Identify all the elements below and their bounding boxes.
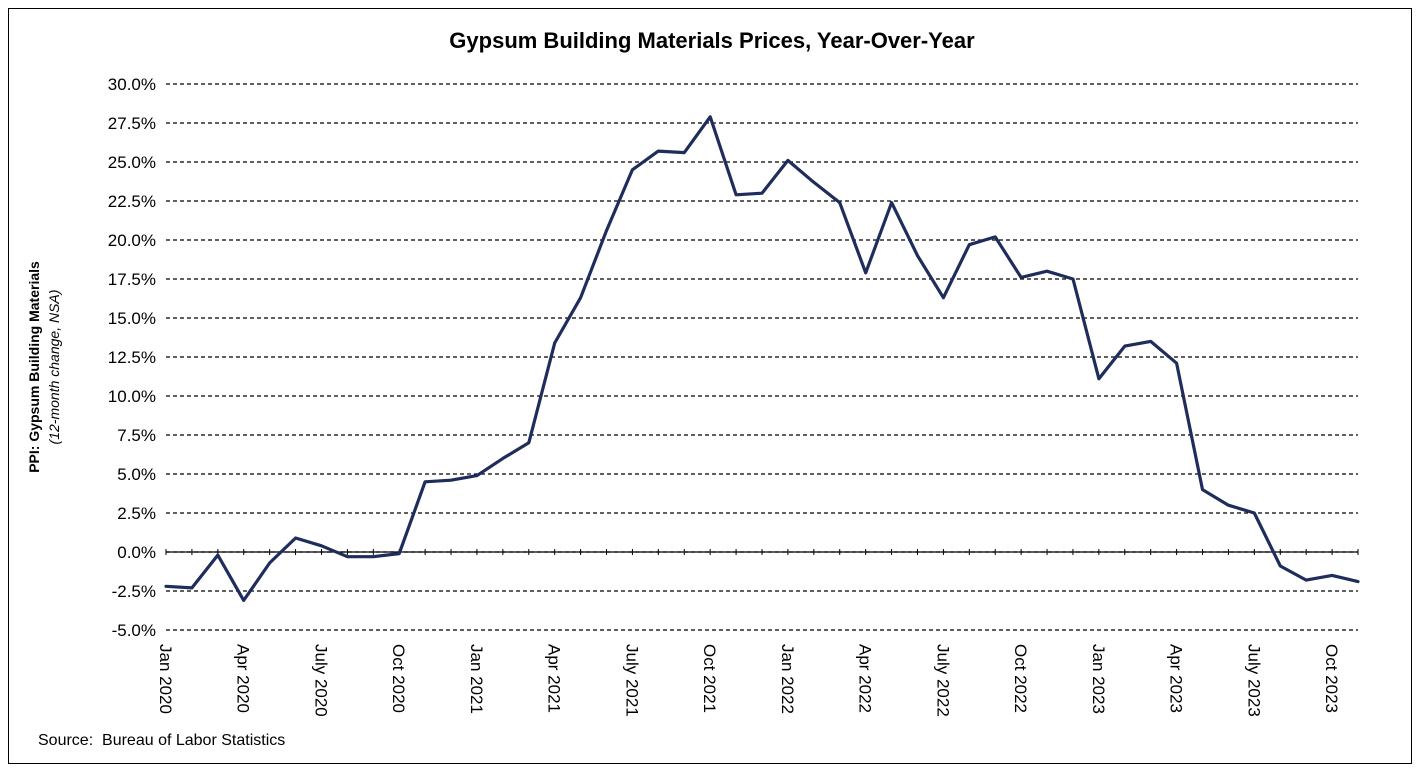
y-tick-label: 5.0% bbox=[117, 465, 156, 484]
y-tick-label: 2.5% bbox=[117, 504, 156, 523]
y-tick-label: 7.5% bbox=[117, 426, 156, 445]
x-tick-label: Apr 2023 bbox=[1167, 644, 1186, 713]
x-tick-label: Oct 2023 bbox=[1322, 644, 1341, 713]
x-axis bbox=[165, 549, 1359, 555]
x-tick-label: July 2023 bbox=[1244, 644, 1263, 717]
y-tick-label: 12.5% bbox=[108, 348, 156, 367]
x-tick-label: Oct 2020 bbox=[389, 644, 408, 713]
x-tick-label: Jan 2023 bbox=[1089, 644, 1108, 714]
x-tick-label: July 2020 bbox=[311, 644, 330, 717]
y-tick-label: 10.0% bbox=[108, 387, 156, 406]
x-tick-label: Apr 2022 bbox=[856, 644, 875, 713]
x-tick-label: Jan 2021 bbox=[467, 644, 486, 714]
x-tick-labels: Jan 2020 Apr 2020 July 2020 Oct 2020 Jan 202… bbox=[156, 644, 1341, 717]
y-tick-label: 25.0% bbox=[108, 153, 156, 172]
x-tick-label: Jan 2020 bbox=[156, 644, 175, 714]
y-tick-label: 27.5% bbox=[108, 114, 156, 133]
series bbox=[164, 115, 1360, 603]
y-tick-label: 20.0% bbox=[108, 231, 156, 250]
x-tick-label: Oct 2022 bbox=[1011, 644, 1030, 713]
x-tick-label: Jan 2022 bbox=[778, 644, 797, 714]
y-tick-labels: -5.0% -2.5% 0.0% 2.5% 5.0% 7.5% 10.0% 12.5% 15.0… bbox=[108, 75, 156, 640]
y-tick-label: 30.0% bbox=[108, 75, 156, 94]
gridlines bbox=[166, 83, 1358, 631]
y-tick-label: -5.0% bbox=[112, 621, 156, 640]
chart-frame bbox=[8, 8, 1412, 764]
series-line bbox=[164, 115, 1360, 603]
x-tick-label: Apr 2020 bbox=[234, 644, 253, 713]
y-tick-label: 0.0% bbox=[117, 543, 156, 562]
x-tick-label: July 2022 bbox=[933, 644, 952, 717]
y-tick-label: 22.5% bbox=[108, 192, 156, 211]
y-tick-label: 17.5% bbox=[108, 270, 156, 289]
x-tick-label: July 2021 bbox=[622, 644, 641, 717]
y-tick-label: 15.0% bbox=[108, 309, 156, 328]
source-note: Source: Bureau of Labor Statistics bbox=[38, 732, 286, 749]
x-tick-label: Oct 2021 bbox=[700, 644, 719, 713]
chart-title: Gypsum Building Materials Prices, Year-O… bbox=[449, 28, 975, 53]
y-tick-label: -2.5% bbox=[112, 582, 156, 601]
x-tick-label: Apr 2021 bbox=[545, 644, 564, 713]
